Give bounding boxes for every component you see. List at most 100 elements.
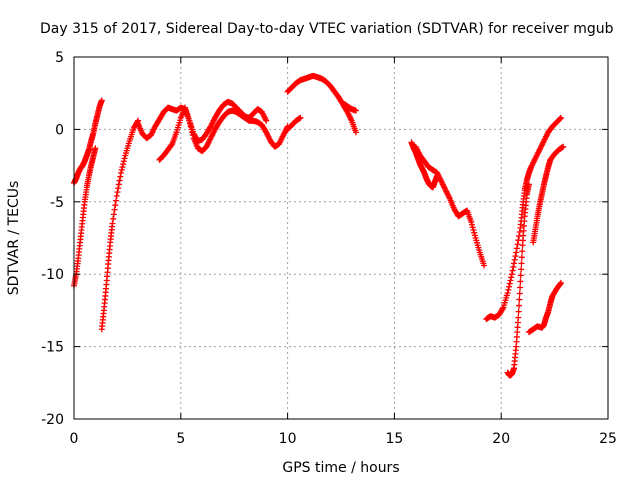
data-point [112, 202, 119, 209]
data-marks [71, 72, 567, 379]
data-point [120, 158, 127, 165]
data-point [467, 217, 474, 224]
data-point [119, 164, 126, 171]
data-point [532, 228, 539, 235]
data-point [94, 113, 101, 120]
data-point [111, 206, 118, 213]
series-arc-5 [156, 104, 291, 163]
data-point [513, 245, 520, 252]
data-point [352, 127, 359, 134]
axis-ticks [73, 56, 609, 420]
data-point [109, 223, 116, 230]
data-point [518, 254, 525, 261]
x-tick-label: 10 [279, 431, 297, 447]
data-point [92, 122, 99, 129]
data-point [512, 253, 519, 260]
data-point [557, 115, 564, 122]
data-point [83, 186, 90, 193]
data-point [117, 169, 124, 176]
series-arc-1 [71, 97, 105, 186]
data-point [77, 239, 84, 246]
data-point [476, 247, 483, 254]
data-point [125, 140, 132, 147]
data-point [172, 131, 179, 138]
data-point [214, 121, 221, 128]
data-point [517, 284, 524, 291]
data-point [544, 165, 551, 172]
x-tick-label: 25 [599, 431, 617, 447]
data-point [120, 161, 127, 168]
data-point [508, 271, 515, 278]
data-point [206, 125, 213, 132]
data-point [81, 201, 88, 208]
data-point [516, 228, 523, 235]
data-point [167, 142, 174, 149]
data-point [87, 164, 94, 171]
data-point [202, 132, 209, 139]
chart-title: Day 315 of 2017, Sidereal Day-to-day VTE… [40, 21, 614, 37]
data-point [506, 283, 513, 290]
data-point [518, 266, 525, 273]
data-point [523, 195, 530, 202]
data-point [469, 224, 476, 231]
data-point [85, 174, 92, 181]
y-tick-label: 0 [55, 122, 64, 138]
data-point [159, 111, 166, 118]
data-point [100, 310, 107, 317]
data-point [347, 116, 354, 123]
plot-frame [73, 56, 609, 420]
data-point [508, 274, 515, 281]
data-point [110, 215, 117, 222]
y-tick-label: -20 [41, 412, 64, 428]
grid-layer [74, 57, 608, 419]
data-point [185, 115, 192, 122]
data-point [104, 265, 111, 272]
x-tick-label: 20 [492, 431, 510, 447]
x-tick-label: 0 [70, 431, 79, 447]
data-point [469, 221, 476, 228]
data-point [113, 197, 120, 204]
data-point [79, 220, 86, 227]
data-point [187, 120, 194, 127]
series-arc-9 [408, 139, 441, 191]
data-point [507, 277, 514, 284]
data-point [519, 248, 526, 255]
data-point [188, 126, 195, 133]
data-point [89, 155, 96, 162]
data-point [261, 126, 268, 133]
data-point [189, 129, 196, 136]
data-point [114, 189, 121, 196]
data-point [505, 286, 512, 293]
y-axis-label: SDTVAR / TECUs [6, 181, 22, 296]
data-point [536, 203, 543, 210]
data-point [106, 242, 113, 249]
data-point [187, 123, 194, 130]
data-point [516, 296, 523, 303]
data-point [516, 290, 523, 297]
data-point [74, 257, 81, 264]
series-arc-7 [284, 114, 304, 133]
tick-labels: 0 5 10 15 20 25 -20 -15 -10 -5 0 5 [41, 50, 617, 447]
data-point [552, 288, 559, 295]
data-point [506, 280, 513, 287]
data-point [546, 301, 553, 308]
data-point [115, 185, 122, 192]
data-point [542, 174, 549, 181]
y-tick-label: 5 [55, 50, 64, 66]
series-arc-11 [483, 114, 565, 323]
data-point [121, 155, 128, 162]
data-point [471, 232, 478, 239]
data-point [117, 173, 124, 180]
data-point [517, 278, 524, 285]
data-point [557, 280, 564, 287]
data-point [446, 194, 453, 201]
data-point [98, 98, 105, 105]
data-point [296, 115, 303, 122]
data-point [518, 260, 525, 267]
series-arc-12 [504, 181, 532, 379]
data-point [510, 366, 517, 373]
y-tick-label: -5 [50, 195, 64, 211]
data-point [214, 109, 221, 116]
data-point [471, 229, 478, 236]
